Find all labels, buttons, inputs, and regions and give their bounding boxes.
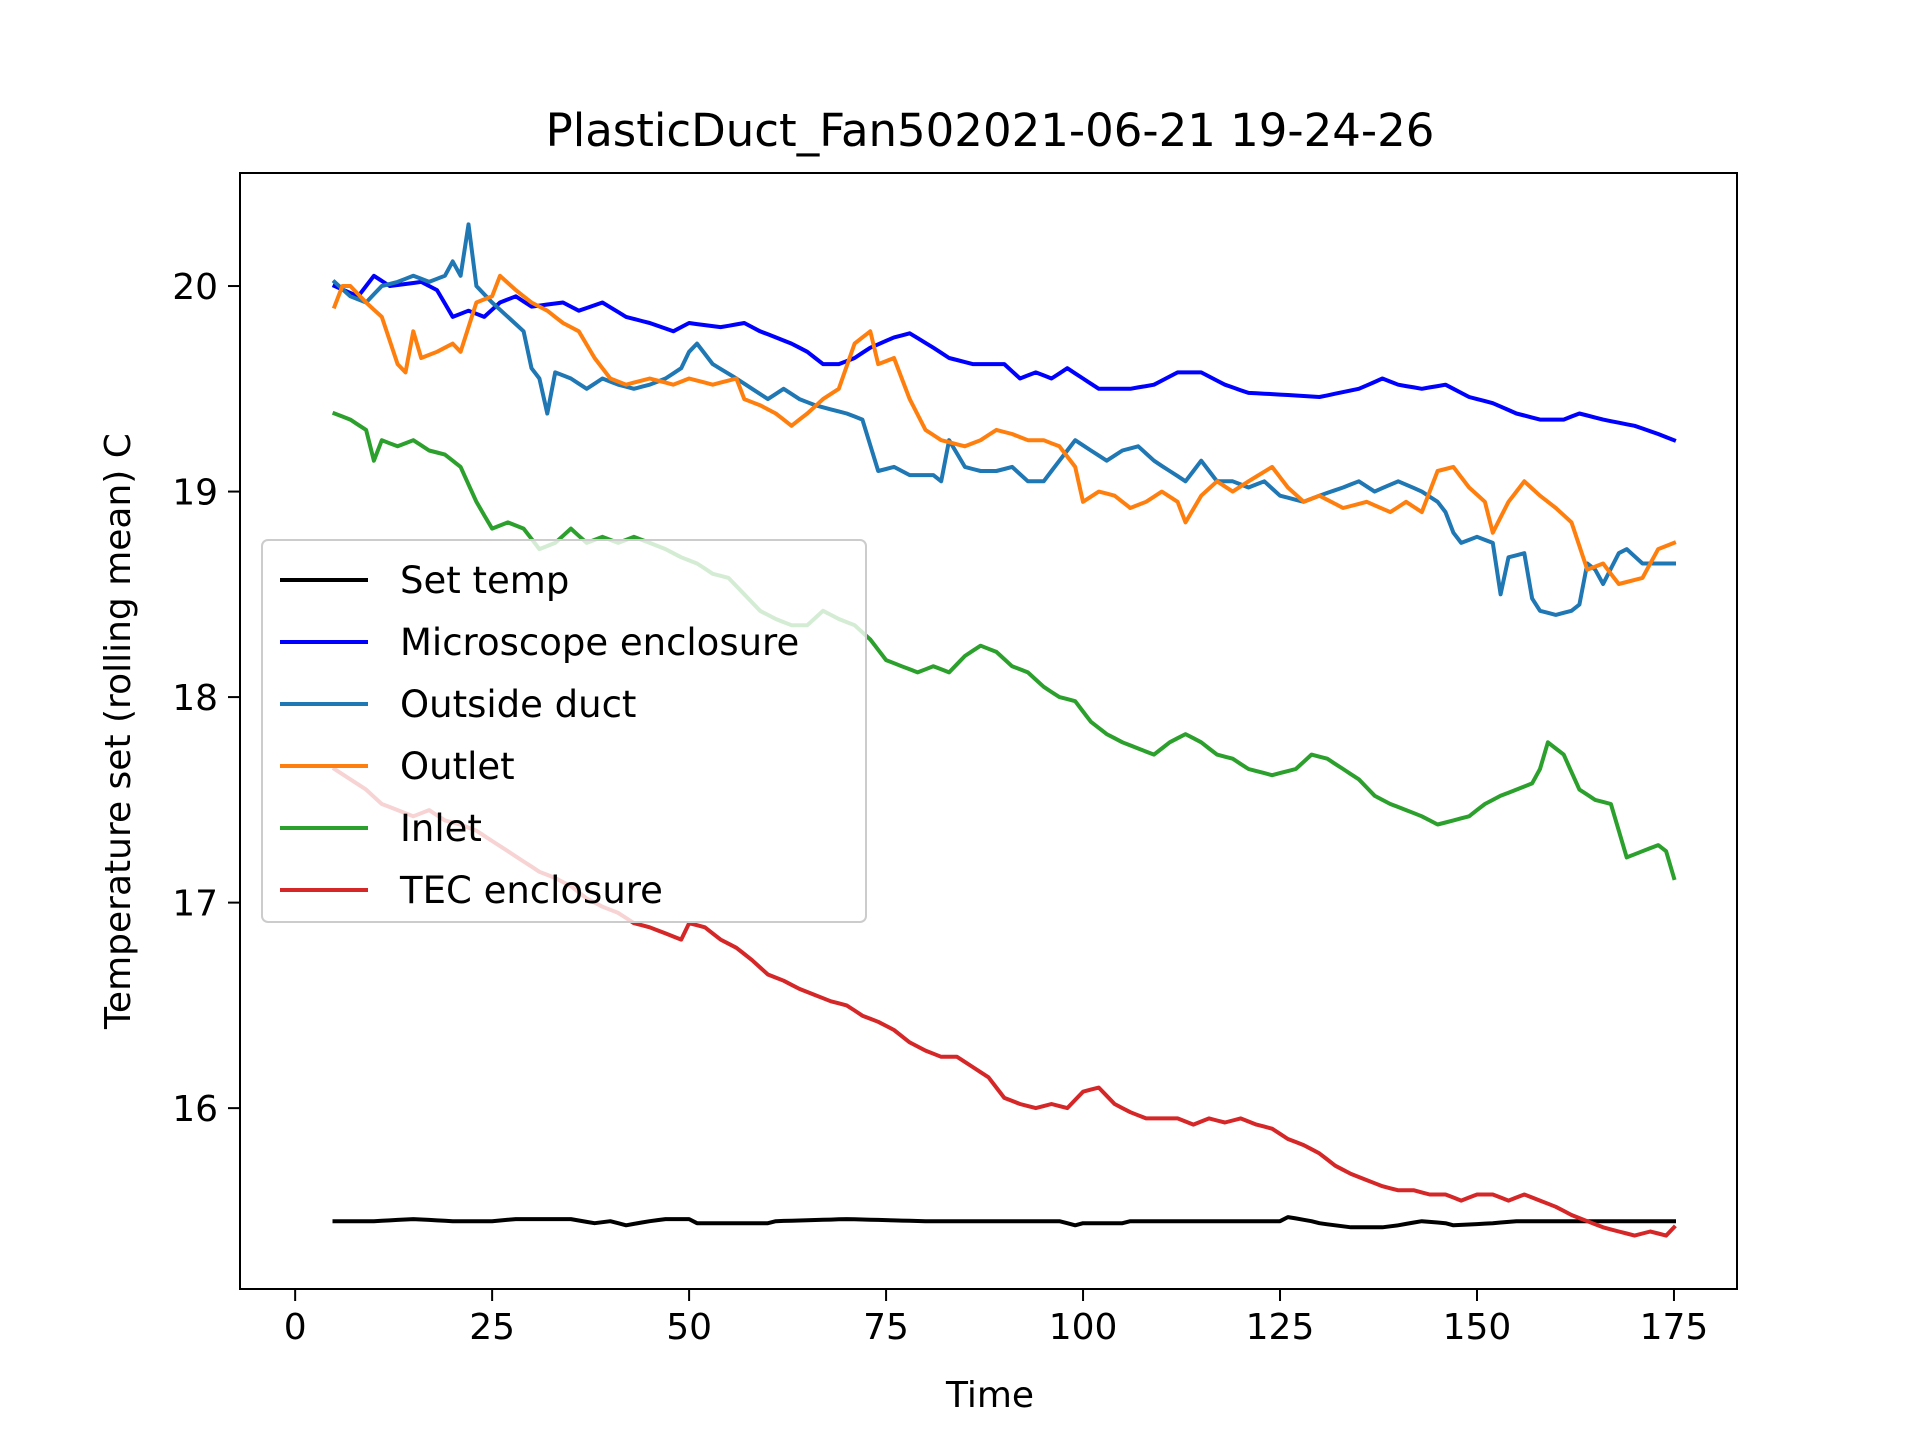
y-axis: 16 17 18 19 20	[172, 267, 240, 1130]
legend: Set temp Microscope enclosure Outside duct…	[261, 539, 867, 923]
series-line-1	[331, 273, 1677, 443]
x-tick-label: 125	[1246, 1307, 1315, 1348]
series-line-0	[332, 1215, 1676, 1230]
y-axis-label: Temperature set (rolling mean) C	[98, 433, 139, 1030]
x-axis: 0 25 50 75 100 125 150 175	[284, 1289, 1709, 1348]
legend-label-3: Outlet	[400, 745, 515, 788]
legend-label-0: Set temp	[400, 559, 569, 602]
y-tick-label: 17	[172, 884, 218, 925]
y-tick-label: 20	[172, 267, 218, 308]
plot-frame	[239, 172, 1738, 1290]
y-tick-label: 18	[172, 678, 218, 719]
x-tick-label: 0	[284, 1307, 307, 1348]
x-tick-label: 75	[863, 1307, 909, 1348]
x-tick-label: 175	[1640, 1307, 1709, 1348]
x-axis-label: Time	[945, 1375, 1034, 1416]
legend-label-5: TEC enclosure	[399, 869, 663, 912]
y-tick-label: 16	[172, 1089, 218, 1130]
legend-label-1: Microscope enclosure	[400, 621, 799, 664]
x-tick-label: 150	[1443, 1307, 1512, 1348]
legend-box	[261, 539, 867, 923]
series-layer	[331, 222, 1677, 1238]
x-tick-label: 100	[1049, 1307, 1118, 1348]
chart-title: PlasticDuct_Fan502021-06-21 19-24-26	[546, 104, 1435, 157]
series-line-2	[331, 222, 1676, 617]
series-line-3	[331, 273, 1677, 586]
x-tick-label: 25	[469, 1307, 515, 1348]
legend-label-4: Inlet	[400, 807, 482, 850]
x-tick-label: 50	[666, 1307, 712, 1348]
legend-label-2: Outside duct	[400, 683, 636, 726]
y-tick-label: 19	[172, 473, 218, 514]
